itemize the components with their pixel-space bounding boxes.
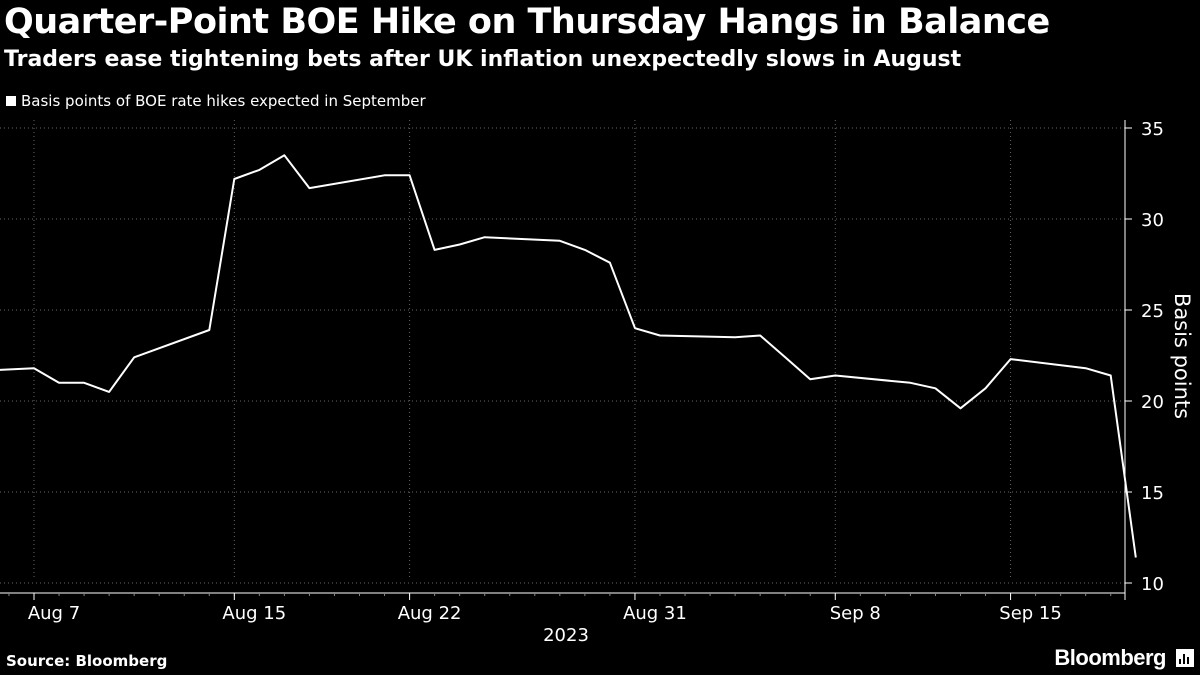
x-axis: Aug 7 Aug 15 Aug 22 Aug 31 Sep 8 Sep 15 — [0, 592, 1125, 624]
series-group — [0, 154, 1137, 558]
y-axis: 10 15 20 25 30 35 — [1124, 119, 1164, 600]
x-axis-label: 2023 — [543, 625, 589, 646]
x-tick-label: Sep 15 — [999, 603, 1062, 624]
source-note: Source: Bloomberg — [6, 652, 168, 670]
y-tick-label: 25 — [1141, 301, 1164, 322]
y-tick-label: 20 — [1141, 392, 1164, 413]
chart-title: Quarter-Point BOE Hike on Thursday Hangs… — [4, 2, 1050, 42]
legend-label: Basis points of BOE rate hikes expected … — [21, 92, 426, 110]
y-tick-label: 35 — [1141, 119, 1164, 140]
chart-subtitle: Traders ease tightening bets after UK in… — [4, 47, 962, 72]
x-tick-label: Aug 7 — [28, 603, 80, 624]
y-tick-label: 15 — [1141, 483, 1164, 504]
x-tick-label: Sep 8 — [830, 603, 881, 624]
legend-swatch — [6, 96, 16, 106]
grid-lines — [0, 120, 1125, 584]
x-tick-label: Aug 22 — [398, 603, 462, 624]
x-tick-label: Aug 31 — [623, 603, 687, 624]
y-axis-label: Basis points — [1170, 293, 1194, 419]
chart-legend: Basis points of BOE rate hikes expected … — [6, 92, 426, 110]
y-tick-label: 10 — [1141, 574, 1164, 595]
bar-chart-icon — [1176, 649, 1194, 667]
x-tick-label: Aug 15 — [222, 603, 286, 624]
bloomberg-logo: Bloomberg — [1054, 645, 1166, 670]
y-tick-label: 30 — [1141, 210, 1164, 231]
series-line — [0, 154, 1137, 558]
